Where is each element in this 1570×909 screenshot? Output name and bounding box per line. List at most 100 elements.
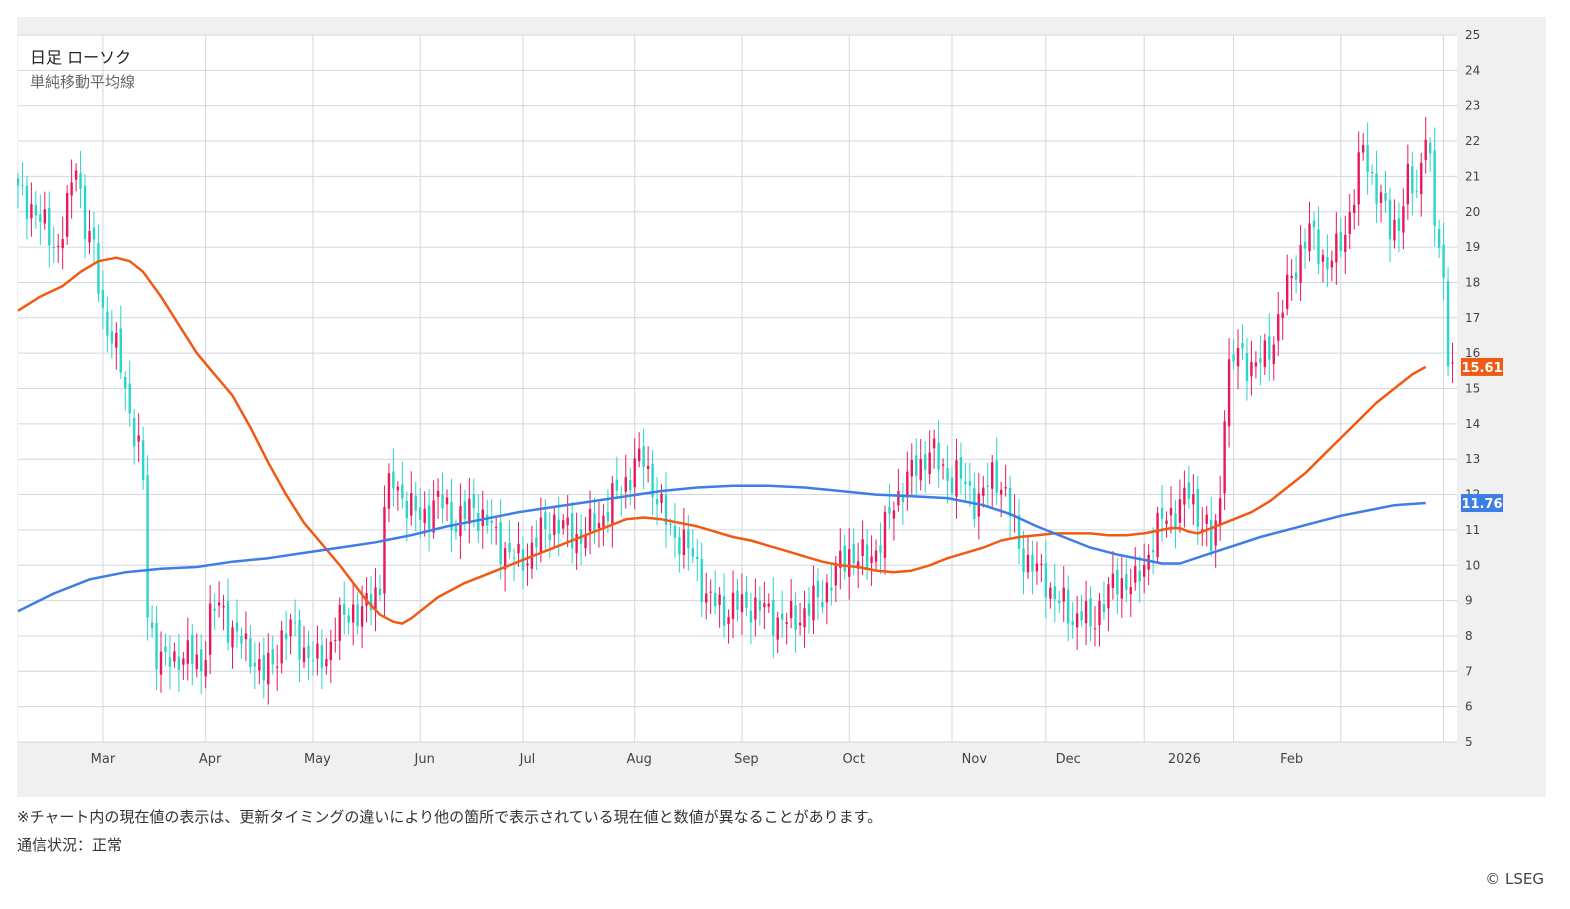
candle-body [637, 448, 641, 462]
candle-body [843, 545, 846, 572]
candle [472, 478, 476, 528]
candle [106, 296, 109, 353]
candle [374, 568, 377, 632]
candle-body [709, 591, 712, 593]
candle-body [713, 592, 717, 607]
candle [334, 617, 337, 653]
candle [798, 603, 802, 636]
candle [879, 522, 882, 575]
candle [646, 446, 650, 483]
candle-body [848, 549, 851, 577]
candle-body [383, 507, 386, 594]
candle [678, 526, 681, 573]
candle-body [1308, 223, 1311, 252]
candle [1299, 225, 1302, 302]
candle [1241, 324, 1244, 360]
candle-body [503, 548, 507, 570]
candlestick-chart: 5678910111213141516171819202122232425Mar… [17, 28, 1503, 767]
candle-body [1379, 192, 1383, 204]
candle [235, 599, 239, 648]
candle [173, 642, 176, 668]
candle-body [535, 537, 538, 548]
candle [1156, 506, 1159, 564]
candle-body [553, 514, 556, 535]
candle-body [338, 604, 341, 641]
candle [240, 627, 243, 659]
candle-body [1339, 232, 1343, 251]
candle [298, 609, 301, 683]
candle-body [749, 610, 753, 623]
candle-body [1107, 584, 1110, 609]
candle-body [468, 498, 471, 524]
candle [1294, 255, 1298, 294]
candle-body [1098, 600, 1101, 626]
long-moving-average-line [17, 484, 1426, 613]
candle [664, 472, 668, 548]
candle [387, 463, 391, 523]
candle [660, 484, 663, 514]
candle-body [932, 438, 936, 449]
y-tick-label: 16 [1465, 346, 1480, 360]
candle [1093, 606, 1097, 647]
candle [1102, 581, 1106, 621]
candle-body [405, 500, 408, 519]
candle [888, 483, 891, 529]
candle-body [347, 615, 350, 623]
candle-body [1223, 421, 1226, 494]
candle-body [1285, 274, 1289, 309]
candle [1004, 464, 1007, 497]
candle [848, 528, 851, 600]
candle-body [97, 243, 100, 294]
candle-body [141, 440, 145, 480]
candle [1107, 576, 1110, 632]
candle [17, 172, 20, 209]
candle-body [1067, 589, 1070, 624]
candle-body [1330, 260, 1334, 268]
chart-panel: 5678910111213141516171819202122232425Mar… [17, 17, 1546, 797]
candle-body [280, 630, 283, 664]
candle-body [991, 462, 994, 489]
candle [754, 578, 757, 637]
candle [1317, 206, 1320, 274]
candle-body [861, 539, 864, 557]
y-tick-label: 21 [1465, 169, 1480, 183]
candle [1281, 299, 1284, 340]
candle [88, 210, 91, 255]
candle [450, 478, 453, 552]
candle [821, 579, 824, 614]
candle [1151, 527, 1155, 575]
candle [204, 641, 207, 689]
candle [1067, 575, 1070, 642]
candle [200, 634, 203, 695]
candle-body [258, 659, 261, 671]
candle [1370, 164, 1374, 185]
candle-body [526, 563, 529, 566]
candle-body [1402, 206, 1405, 233]
candle-body [888, 506, 891, 514]
candle [1321, 249, 1325, 283]
candle [1361, 133, 1365, 161]
candle [258, 642, 261, 685]
candle-body [722, 596, 726, 626]
candle-body [79, 173, 82, 189]
candle-body [816, 580, 820, 598]
candle [1259, 335, 1262, 386]
candle [396, 481, 400, 511]
candle [378, 574, 382, 602]
y-tick-label: 11 [1465, 523, 1480, 537]
candle-body [655, 498, 659, 505]
candle [302, 626, 306, 669]
candle-body [946, 468, 949, 481]
candle-body [1138, 570, 1141, 582]
candle-body [557, 519, 560, 534]
candle [816, 568, 820, 620]
candle [195, 633, 198, 678]
candle [691, 529, 695, 563]
candle-body [633, 458, 636, 488]
candle [119, 305, 122, 379]
candle [727, 609, 730, 644]
candle-body [508, 542, 511, 553]
candle-body [128, 383, 131, 414]
candle [718, 587, 721, 628]
candle [150, 605, 154, 639]
